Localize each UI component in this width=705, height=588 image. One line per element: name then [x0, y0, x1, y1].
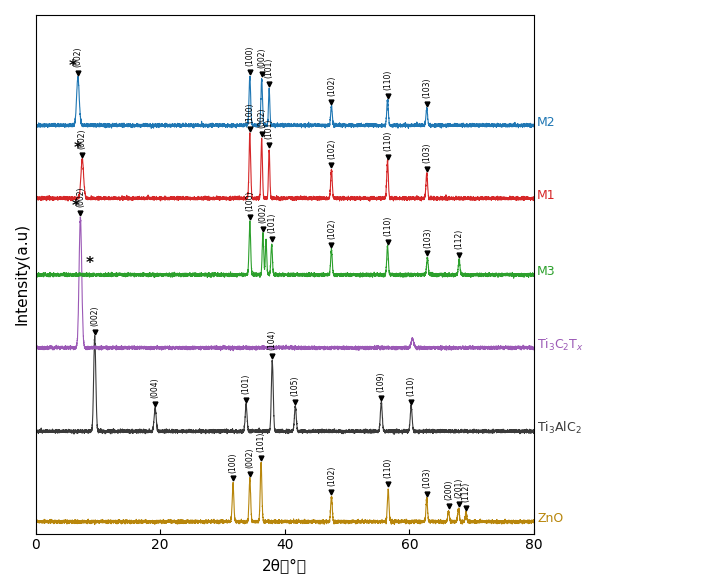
Text: (102): (102)	[327, 466, 336, 486]
Text: (110): (110)	[384, 458, 393, 479]
Y-axis label: Intensity(a.u): Intensity(a.u)	[15, 223, 30, 325]
Text: (104): (104)	[268, 329, 277, 350]
Text: (105): (105)	[291, 375, 300, 396]
Text: Ti$_3$C$_2$T$_x$: Ti$_3$C$_2$T$_x$	[537, 336, 584, 353]
Text: (110): (110)	[383, 69, 392, 90]
Text: (103): (103)	[422, 468, 431, 489]
Text: (109): (109)	[376, 372, 386, 392]
Text: (103): (103)	[422, 142, 431, 163]
Text: (002): (002)	[78, 129, 87, 149]
Text: (100): (100)	[245, 191, 255, 211]
Text: (100): (100)	[245, 46, 255, 66]
Text: (002): (002)	[245, 448, 255, 469]
Text: *: *	[71, 199, 80, 214]
Text: (201): (201)	[454, 477, 463, 498]
Text: ZnO: ZnO	[537, 512, 563, 525]
Text: (110): (110)	[383, 131, 392, 151]
Text: (110): (110)	[407, 375, 416, 396]
Text: M3: M3	[537, 265, 556, 278]
Text: M2: M2	[537, 116, 556, 129]
Text: (004): (004)	[151, 377, 159, 398]
Text: (102): (102)	[327, 139, 336, 159]
Text: (101): (101)	[264, 58, 274, 78]
Text: (002): (002)	[257, 48, 266, 68]
Text: (103): (103)	[422, 78, 431, 98]
Text: (002): (002)	[73, 47, 82, 67]
Text: (103): (103)	[423, 227, 432, 248]
Text: (112): (112)	[462, 482, 470, 502]
Text: (110): (110)	[383, 215, 392, 236]
Text: (101): (101)	[257, 432, 266, 452]
Text: (200): (200)	[444, 480, 453, 500]
Text: (100): (100)	[245, 102, 255, 122]
Text: (002): (002)	[90, 305, 99, 326]
Text: (101): (101)	[267, 213, 276, 233]
Text: (100): (100)	[228, 452, 238, 473]
Text: (002): (002)	[259, 202, 267, 223]
Text: (101): (101)	[242, 373, 250, 394]
Text: (102): (102)	[327, 219, 336, 239]
Text: (101): (101)	[264, 119, 274, 139]
Text: *: *	[73, 141, 81, 156]
Text: (002): (002)	[257, 108, 266, 128]
X-axis label: 2θ（°）: 2θ（°）	[262, 558, 307, 573]
Text: Ti$_3$AlC$_2$: Ti$_3$AlC$_2$	[537, 420, 582, 436]
Text: (112): (112)	[455, 229, 464, 249]
Text: (102): (102)	[327, 75, 336, 96]
Text: M1: M1	[537, 189, 556, 202]
Text: *: *	[86, 256, 94, 271]
Text: (002): (002)	[76, 186, 85, 207]
Text: *: *	[69, 59, 77, 74]
